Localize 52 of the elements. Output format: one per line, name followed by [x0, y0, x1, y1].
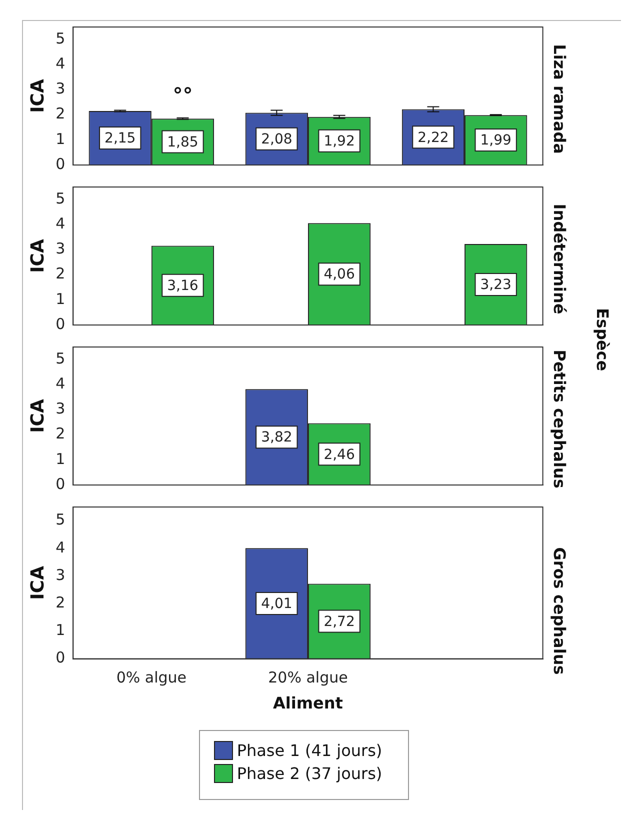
y-tick-label: 5 — [56, 349, 66, 368]
y-axis-title: ICA — [27, 239, 48, 273]
data-label: 1,99 — [480, 132, 512, 149]
data-label: 4,01 — [261, 596, 292, 612]
y-tick-label: 4 — [56, 214, 66, 233]
y-tick-label: 2 — [56, 264, 66, 283]
data-label: 2,15 — [104, 130, 136, 147]
y-tick-label: 0 — [56, 154, 66, 173]
y-tick-label: 2 — [56, 424, 66, 443]
y-tick-label: 3 — [56, 240, 66, 258]
data-label: 1,92 — [324, 134, 355, 150]
text: Petits cephalus — [550, 350, 570, 488]
y-axis-title: ICA — [27, 566, 48, 600]
y-axis-title: ICA — [27, 399, 48, 433]
y-tick-label: 4 — [56, 374, 66, 393]
text: Gros cephalus — [550, 547, 570, 675]
y-axis-title: ICA — [27, 79, 48, 113]
legend-label: Phase 2 (37 jours) — [236, 764, 382, 783]
y-tick-label: 3 — [56, 80, 66, 98]
legend-label: Phase 1 (41 jours) — [236, 741, 382, 760]
data-label: 3,82 — [261, 430, 292, 446]
y-tick-label: 1 — [56, 290, 66, 308]
text: Espèce — [593, 308, 612, 372]
y-tick-label: 0 — [56, 474, 66, 493]
y-tick-label: 2 — [56, 104, 66, 123]
y-tick-label: 5 — [56, 510, 66, 529]
y-tick-label: 3 — [56, 400, 66, 418]
y-tick-label: 5 — [56, 189, 66, 208]
annotation: °° — [172, 82, 193, 107]
data-label: 3,23 — [480, 277, 512, 294]
y-tick-label: 2 — [56, 593, 66, 612]
y-tick-label: 1 — [56, 621, 66, 640]
y-tick-label: 0 — [56, 648, 66, 667]
y-tick-label: 4 — [56, 54, 66, 73]
x-tick-label: 0% algue — [116, 668, 187, 687]
data-label: 2,72 — [324, 614, 355, 630]
y-tick-label: 0 — [56, 314, 66, 333]
data-label: 2,08 — [261, 132, 292, 148]
text: Indéterminé — [550, 204, 570, 314]
y-tick-label: 1 — [56, 130, 66, 148]
data-label: 2,46 — [324, 446, 355, 463]
data-label: 4,06 — [324, 266, 355, 283]
data-label: 2,22 — [418, 130, 449, 146]
data-label: 3,16 — [167, 278, 198, 294]
data-label: 1,85 — [167, 134, 198, 150]
y-tick-label: 5 — [56, 29, 66, 48]
x-axis-title: Aliment — [273, 694, 344, 713]
x-tick-label: 20% algue — [268, 668, 348, 687]
text: Liza ramada — [550, 44, 570, 154]
y-tick-label: 4 — [56, 538, 66, 556]
y-tick-label: 1 — [56, 450, 66, 468]
y-tick-label: 3 — [56, 566, 66, 584]
